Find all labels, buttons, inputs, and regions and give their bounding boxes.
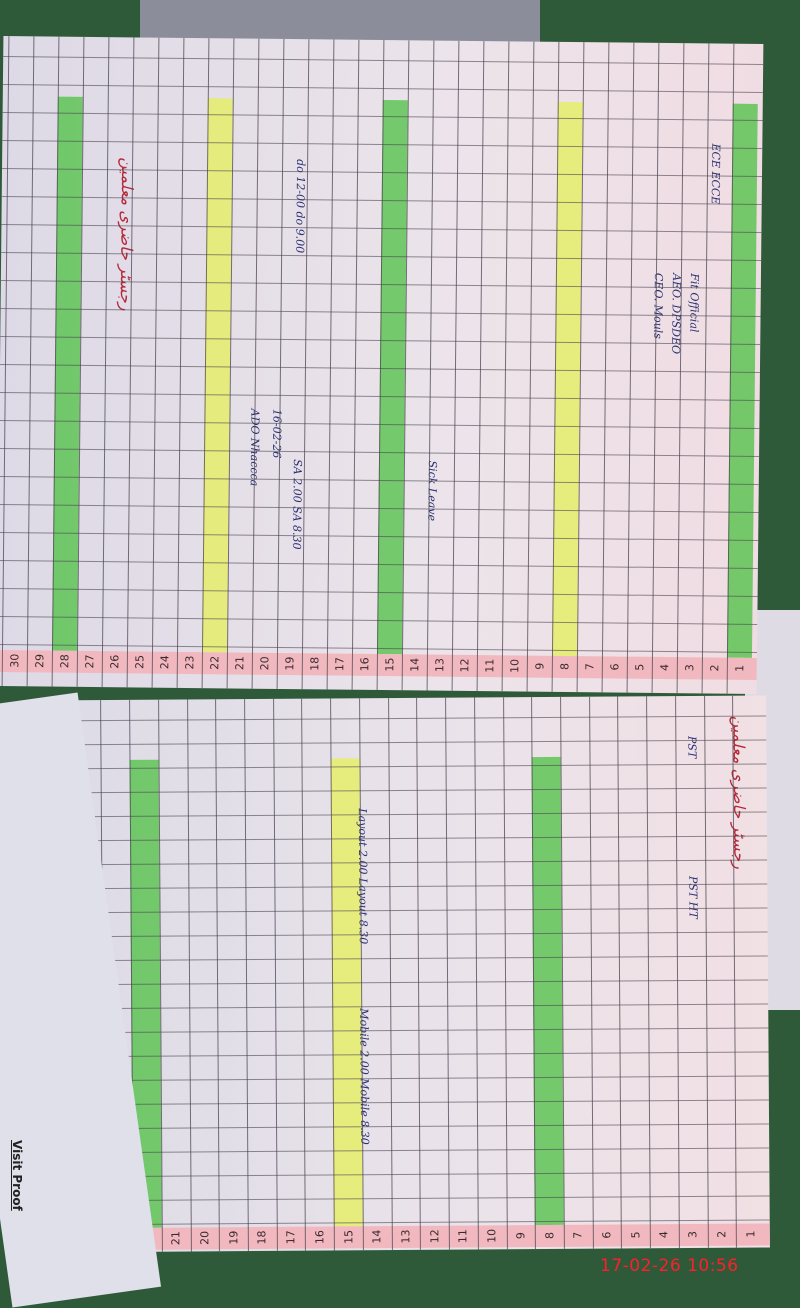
handwritten-entry: ECE ECCE [708, 143, 723, 205]
grid-line [301, 698, 307, 1251]
grid-line [38, 739, 767, 746]
day-number: 29 [32, 653, 46, 669]
day-number: 14 [370, 1229, 384, 1244]
day-number: 14 [407, 657, 421, 672]
day-number: 3 [686, 1230, 700, 1239]
day-number: 24 [157, 655, 171, 670]
handwritten-entry: Fit Official [687, 273, 701, 333]
day-number: 20 [257, 656, 271, 671]
grid-line [445, 697, 451, 1250]
visit-proof-label: Visit Proof [10, 1140, 24, 1211]
day-number: 19 [282, 656, 296, 671]
day-number: 6 [600, 1231, 614, 1239]
day-number: 6 [607, 663, 621, 671]
grid-line [703, 695, 709, 1248]
register-page-top: رجسٹر حاضری معلمین ECE ECCE Fit Official… [0, 36, 764, 694]
day-number: 26 [107, 654, 121, 669]
grid-line [502, 697, 508, 1250]
day-number: 9 [532, 662, 546, 670]
grid-line [674, 696, 680, 1249]
day-number: 8 [542, 1231, 556, 1240]
page-title: رجسٹر حاضری معلمین [116, 157, 138, 311]
grid-line [186, 699, 192, 1252]
grid-line [646, 696, 652, 1249]
day-number: 15 [382, 657, 396, 672]
day-number: 12 [457, 658, 471, 673]
day-number: 28 [57, 654, 71, 669]
grid-line [588, 696, 594, 1249]
day-number: 4 [657, 663, 671, 672]
day-number: 19 [226, 1230, 241, 1245]
handwritten-entry: Sick Leave [425, 460, 440, 522]
grid-line [617, 696, 623, 1249]
day-number: 18 [255, 1230, 269, 1245]
green-band [531, 756, 564, 1226]
day-number: 2 [707, 664, 721, 672]
day-number: 2 [715, 1230, 729, 1238]
grid-line [215, 699, 221, 1252]
day-number: 16 [313, 1230, 327, 1245]
day-number: 21 [169, 1231, 183, 1246]
day-number: 11 [456, 1229, 470, 1244]
day-number: 27 [82, 654, 96, 669]
day-number: 25 [132, 654, 146, 670]
day-number: 13 [399, 1229, 413, 1244]
day-number: 18 [307, 656, 321, 671]
handwritten-entry: CEO. Mouls [651, 272, 665, 339]
handwritten-entry: Mobile 2.00 Mobile 8.30 [357, 1008, 372, 1145]
day-number: 23 [182, 655, 196, 670]
grid-line [38, 715, 767, 722]
day-number: 21 [232, 655, 246, 671]
day-number: 30 [7, 653, 21, 668]
day-number: 15 [341, 1229, 355, 1244]
day-number: 20 [198, 1230, 212, 1245]
grid-line [244, 699, 249, 1252]
day-number: 10 [485, 1228, 499, 1243]
grid-line [272, 698, 278, 1251]
day-number: 9 [514, 1232, 528, 1240]
day-number: 16 [357, 657, 371, 672]
day-number: 4 [657, 1231, 671, 1239]
day-number: 1 [732, 664, 746, 672]
grid-line [387, 698, 393, 1251]
day-number: 13 [432, 658, 446, 673]
day-number: 7 [582, 663, 596, 671]
day-number: 3 [682, 664, 696, 672]
day-number: 5 [629, 1231, 643, 1239]
day-number: 17 [284, 1230, 298, 1245]
day-number: 12 [428, 1229, 442, 1244]
photo-timestamp: 17-02-26 10:56 [600, 1256, 739, 1276]
handwritten-entry: PST HT [686, 875, 700, 919]
register-page-bottom: رجسٹر حاضری معلمین PST PST HT Layout 2.0… [38, 695, 770, 1253]
day-number: 8 [557, 662, 571, 671]
day-number: 5 [632, 663, 646, 671]
handwritten-entry: do 12-00 do 9.00 [293, 159, 308, 254]
day-number: 1 [743, 1230, 757, 1238]
grid-line [473, 697, 479, 1250]
day-number: 7 [571, 1231, 585, 1239]
day-number: 10 [507, 658, 521, 673]
day-number: 11 [482, 658, 496, 673]
handwritten-entry: Layout 2.00 Layout 8.30 [355, 808, 370, 945]
day-number: 22 [207, 655, 221, 670]
day-number: 17 [332, 657, 346, 672]
grid-line [416, 697, 422, 1250]
